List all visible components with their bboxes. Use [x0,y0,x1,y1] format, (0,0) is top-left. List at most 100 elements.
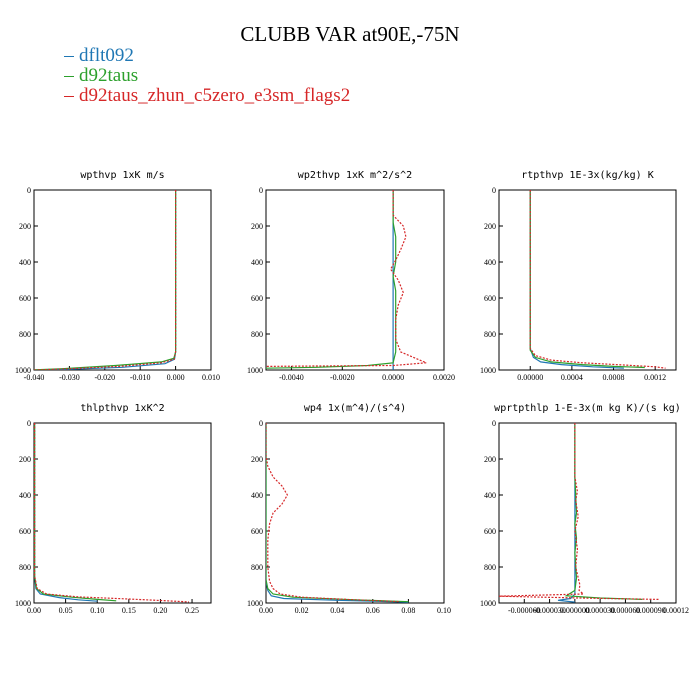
x-tick-label: 0.00000 [517,373,543,382]
panel-title: wp4 1x(m^4)/(s^4) [304,403,406,414]
legend-label: d92taus_zhun_c5zero_e3sm_flags2 [79,85,351,106]
panel-title: wprtpthlp 1-E-3x(m kg K)/(s kg) [494,403,681,414]
series-line-d92taus [266,423,409,603]
x-tick-label: 0.0008 [603,373,625,382]
series-line-d92taus_zhun_c5zero_e3sm_flags2 [266,190,427,367]
x-tick-label: 0.10 [90,606,104,615]
series-line-d92taus_zhun_c5zero_e3sm_flags2 [34,423,189,603]
x-tick-label: 0.00012 [663,606,689,615]
y-tick-label: 600 [19,527,31,536]
series-line-d92taus [34,423,117,602]
figure-title: CLUBB VAR at90E,-75N [240,22,460,46]
y-tick-label: 0 [492,419,496,428]
x-tick-label: 0.02 [295,606,309,615]
y-tick-label: 0 [259,186,263,195]
x-tick-label: 0.0000 [382,373,404,382]
y-tick-label: 0 [492,186,496,195]
panel-frame [33,422,212,604]
x-tick-label: -0.0020 [330,373,355,382]
panel-title: wpthvp 1xK m/s [80,170,164,181]
y-tick-label: 1000 [480,599,496,608]
y-tick-label: 0 [259,419,263,428]
legend-item-dflt092: dflt092 [64,46,134,66]
y-tick-label: 800 [251,330,263,339]
x-tick-label: -0.000060 [508,606,541,615]
legend-label: d92taus [79,65,139,86]
y-tick-label: 1000 [247,599,263,608]
series-line-d92taus [266,190,397,369]
series-line-d92taus [34,190,177,370]
panel-frame [498,422,677,604]
series-line-dflt092 [34,423,98,602]
y-tick-label: 800 [484,330,496,339]
x-tick-label: 0.00 [259,606,273,615]
x-tick-label: 0.08 [401,606,415,615]
y-tick-label: 600 [19,294,31,303]
x-tick-label: 0.000000 [560,606,590,615]
x-tick-label: -0.020 [94,373,115,382]
y-tick-label: 1000 [15,599,31,608]
y-tick-label: 400 [484,491,496,500]
panel-frame [265,422,445,604]
series-line-dflt092 [529,190,624,369]
x-tick-label: 0.00 [27,606,41,615]
y-tick-label: 800 [19,563,31,572]
chart-panel-2: rtpthvp 1E-3x(kg/kg) K 0 200 400 600 800 1000 0… [480,170,677,382]
x-tick-label: -0.010 [130,373,151,382]
y-tick-label: 1000 [480,366,496,375]
legend-item-d92taus: d92taus [64,66,138,86]
x-tick-label: 0.000030 [585,606,615,615]
chart-panel-5: wprtpthlp 1-E-3x(m kg K)/(s kg) 0 200 400 60… [480,403,689,615]
y-tick-label: 200 [484,455,496,464]
y-tick-label: 400 [484,258,496,267]
y-tick-label: 400 [251,491,263,500]
series-line-d92taus_zhun_c5zero_e3sm_flags2 [266,423,400,603]
x-tick-label: 0.06 [366,606,380,615]
series-line-dflt092 [34,190,177,370]
y-tick-label: 600 [251,527,263,536]
x-tick-label: 0.010 [202,373,220,382]
x-tick-label: 0.04 [330,606,344,615]
chart-panel-1: wp2thvp 1xK m^2/s^2 0 200 400 600 800 1000 -0.0… [247,170,455,382]
x-tick-label: 0.000090 [636,606,666,615]
x-tick-label: -0.040 [24,373,45,382]
y-tick-label: 200 [484,222,496,231]
panel-frame [265,189,445,371]
legend-label: dflt092 [79,45,134,66]
y-tick-label: 1000 [15,366,31,375]
y-tick-label: 200 [251,455,263,464]
y-tick-label: 400 [19,491,31,500]
panel-title: wp2thvp 1xK m^2/s^2 [298,170,412,181]
y-tick-label: 600 [484,294,496,303]
x-tick-label: 0.000060 [610,606,640,615]
legend-swatch [64,55,74,58]
legend-item-d92taus-zhun: d92taus_zhun_c5zero_e3sm_flags2 [64,86,350,106]
y-tick-label: 0 [27,419,31,428]
y-tick-label: 1000 [247,366,263,375]
x-tick-label: 0.25 [185,606,199,615]
y-tick-label: 200 [251,222,263,231]
x-tick-label: 0.000 [167,373,185,382]
panel-title: rtpthvp 1E-3x(kg/kg) K [521,170,653,181]
x-tick-label: -0.030 [59,373,80,382]
y-tick-label: 800 [484,563,496,572]
series-line-d92taus [529,190,645,369]
x-tick-label: 0.0004 [561,373,583,382]
y-tick-label: 800 [251,563,263,572]
y-tick-label: 800 [19,330,31,339]
series-line-d92taus_zhun_c5zero_e3sm_flags2 [499,423,660,600]
y-tick-label: 400 [251,258,263,267]
legend-swatch [64,95,74,98]
series-line-dflt092 [266,423,409,603]
panel-frame [33,189,212,371]
series-line-d92taus_zhun_c5zero_e3sm_flags2 [529,190,666,369]
series-line-d92taus_zhun_c5zero_e3sm_flags2 [34,190,177,370]
y-tick-label: 200 [19,222,31,231]
x-tick-label: 0.15 [122,606,136,615]
series-line-dflt092 [557,423,576,603]
y-tick-label: 200 [19,455,31,464]
x-tick-label: 0.0012 [644,373,666,382]
y-tick-label: 400 [19,258,31,267]
